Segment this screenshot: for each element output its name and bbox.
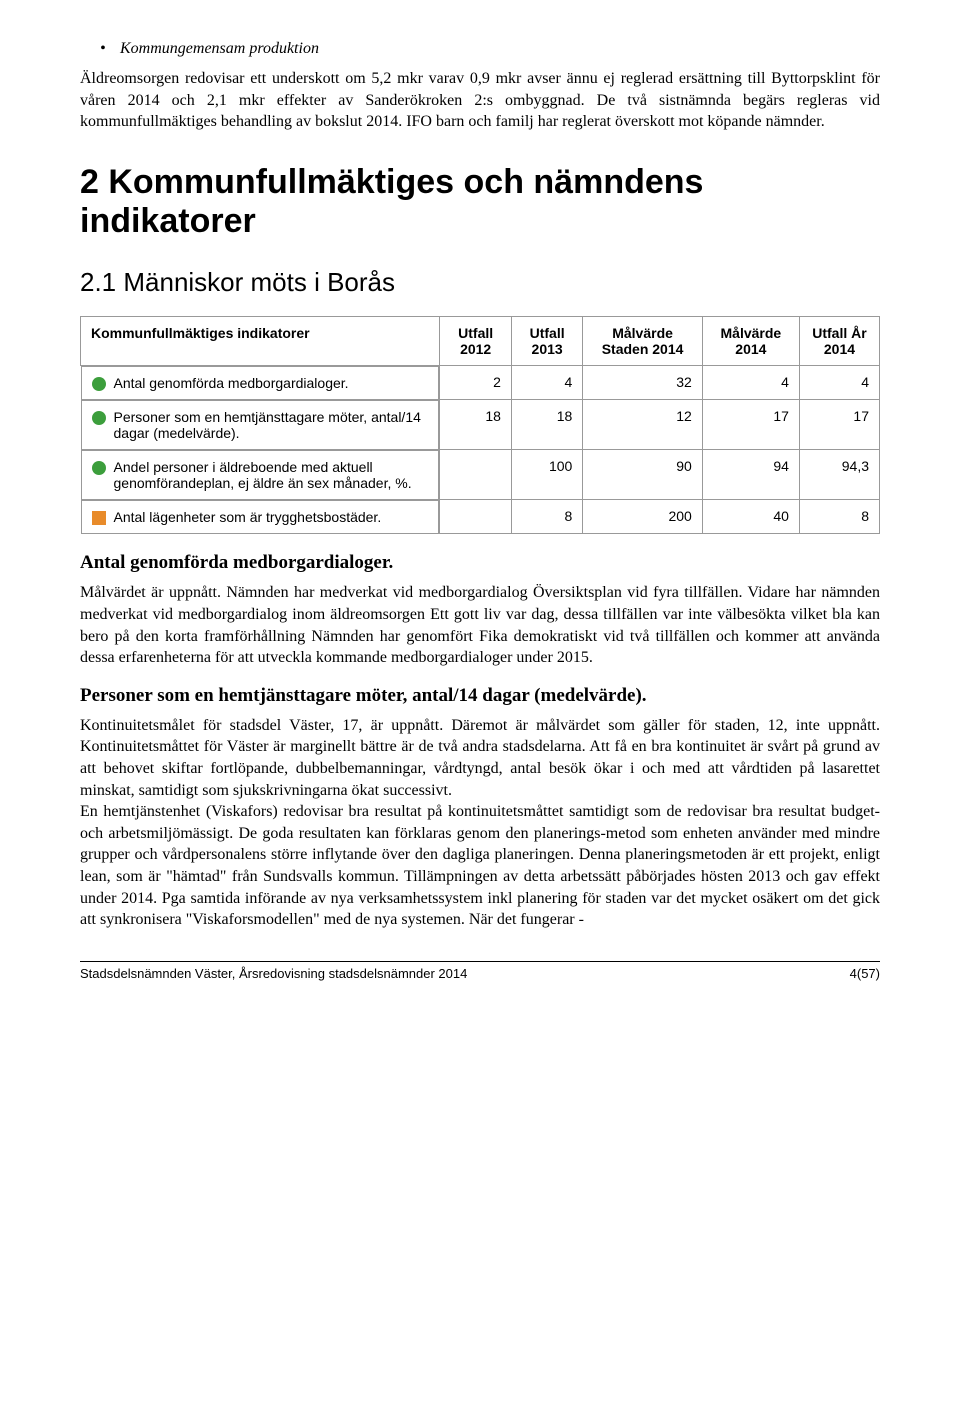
- col-header: Utfall 2012: [440, 316, 511, 365]
- paragraph-body: Kontinuitetsmålet för stadsdel Väster, 1…: [80, 715, 880, 801]
- footer-right: 4(57): [850, 966, 880, 981]
- table-row: Andel personer i äldreboende med aktuell…: [81, 450, 880, 500]
- table-row: Antal genomförda medborgardialoger.24324…: [81, 365, 880, 400]
- page-footer: Stadsdelsnämnden Väster, Årsredovisning …: [80, 961, 880, 981]
- indicators-table: Kommunfullmäktiges indikatorer Utfall 20…: [80, 316, 880, 535]
- col-header: Utfall 2013: [511, 316, 582, 365]
- table-cell: 4: [799, 365, 879, 400]
- section-heading: 2 Kommunfullmäktiges och nämndens indika…: [80, 163, 880, 241]
- table-cell: 4: [702, 365, 799, 400]
- status-orange-icon: [92, 511, 106, 525]
- table-header-row: Kommunfullmäktiges indikatorer Utfall 20…: [81, 316, 880, 365]
- indicator-label: Antal genomförda medborgardialoger.: [114, 375, 429, 391]
- indicator-label-cell: Andel personer i äldreboende med aktuell…: [81, 450, 440, 500]
- col-header: Kommunfullmäktiges indikatorer: [81, 316, 440, 365]
- indicator-label: Andel personer i äldreboende med aktuell…: [114, 459, 429, 491]
- table-cell: 100: [511, 450, 582, 500]
- table-cell: 17: [799, 400, 879, 450]
- table-cell: 4: [511, 365, 582, 400]
- table-cell: 8: [799, 500, 879, 534]
- status-green-icon: [92, 461, 106, 475]
- table-cell: 94,3: [799, 450, 879, 500]
- table-cell: 94: [702, 450, 799, 500]
- table-row: Antal lägenheter som är trygghetsbostäde…: [81, 500, 880, 534]
- table-cell: 200: [583, 500, 702, 534]
- status-green-icon: [92, 377, 106, 391]
- table-cell: 18: [511, 400, 582, 450]
- table-cell: 17: [702, 400, 799, 450]
- table-cell: 8: [511, 500, 582, 534]
- paragraph-title: Personer som en hemtjänsttagare möter, a…: [80, 685, 880, 707]
- paragraph-body: Målvärdet är uppnått. Nämnden har medver…: [80, 582, 880, 668]
- indicator-label: Personer som en hemtjänsttagare möter, a…: [114, 409, 429, 441]
- table-cell: 40: [702, 500, 799, 534]
- indicator-label: Antal lägenheter som är trygghetsbostäde…: [114, 509, 429, 525]
- table-cell: 90: [583, 450, 702, 500]
- col-header: Målvärde 2014: [702, 316, 799, 365]
- bullet-item: Kommungemensam produktion: [100, 40, 880, 58]
- status-green-icon: [92, 411, 106, 425]
- intro-paragraph: Äldreomsorgen redovisar ett underskott o…: [80, 68, 880, 133]
- col-header: Utfall År 2014: [799, 316, 879, 365]
- col-header: Målvärde Staden 2014: [583, 316, 702, 365]
- paragraph-body: En hemtjänstenhet (Viskafors) redovisar …: [80, 801, 880, 931]
- subsection-heading: 2.1 Människor möts i Borås: [80, 267, 880, 298]
- paragraph-title: Antal genomförda medborgardialoger.: [80, 552, 880, 574]
- table-cell: 2: [440, 365, 511, 400]
- table-cell: 12: [583, 400, 702, 450]
- table-cell: [440, 500, 511, 534]
- indicator-label-cell: Antal genomförda medborgardialoger.: [81, 366, 440, 400]
- indicator-label-cell: Antal lägenheter som är trygghetsbostäde…: [81, 500, 440, 534]
- table-cell: [440, 450, 511, 500]
- table-cell: 18: [440, 400, 511, 450]
- table-cell: 32: [583, 365, 702, 400]
- bullet-list: Kommungemensam produktion: [100, 40, 880, 58]
- table-row: Personer som en hemtjänsttagare möter, a…: [81, 400, 880, 450]
- indicator-label-cell: Personer som en hemtjänsttagare möter, a…: [81, 400, 440, 450]
- footer-left: Stadsdelsnämnden Väster, Årsredovisning …: [80, 966, 467, 981]
